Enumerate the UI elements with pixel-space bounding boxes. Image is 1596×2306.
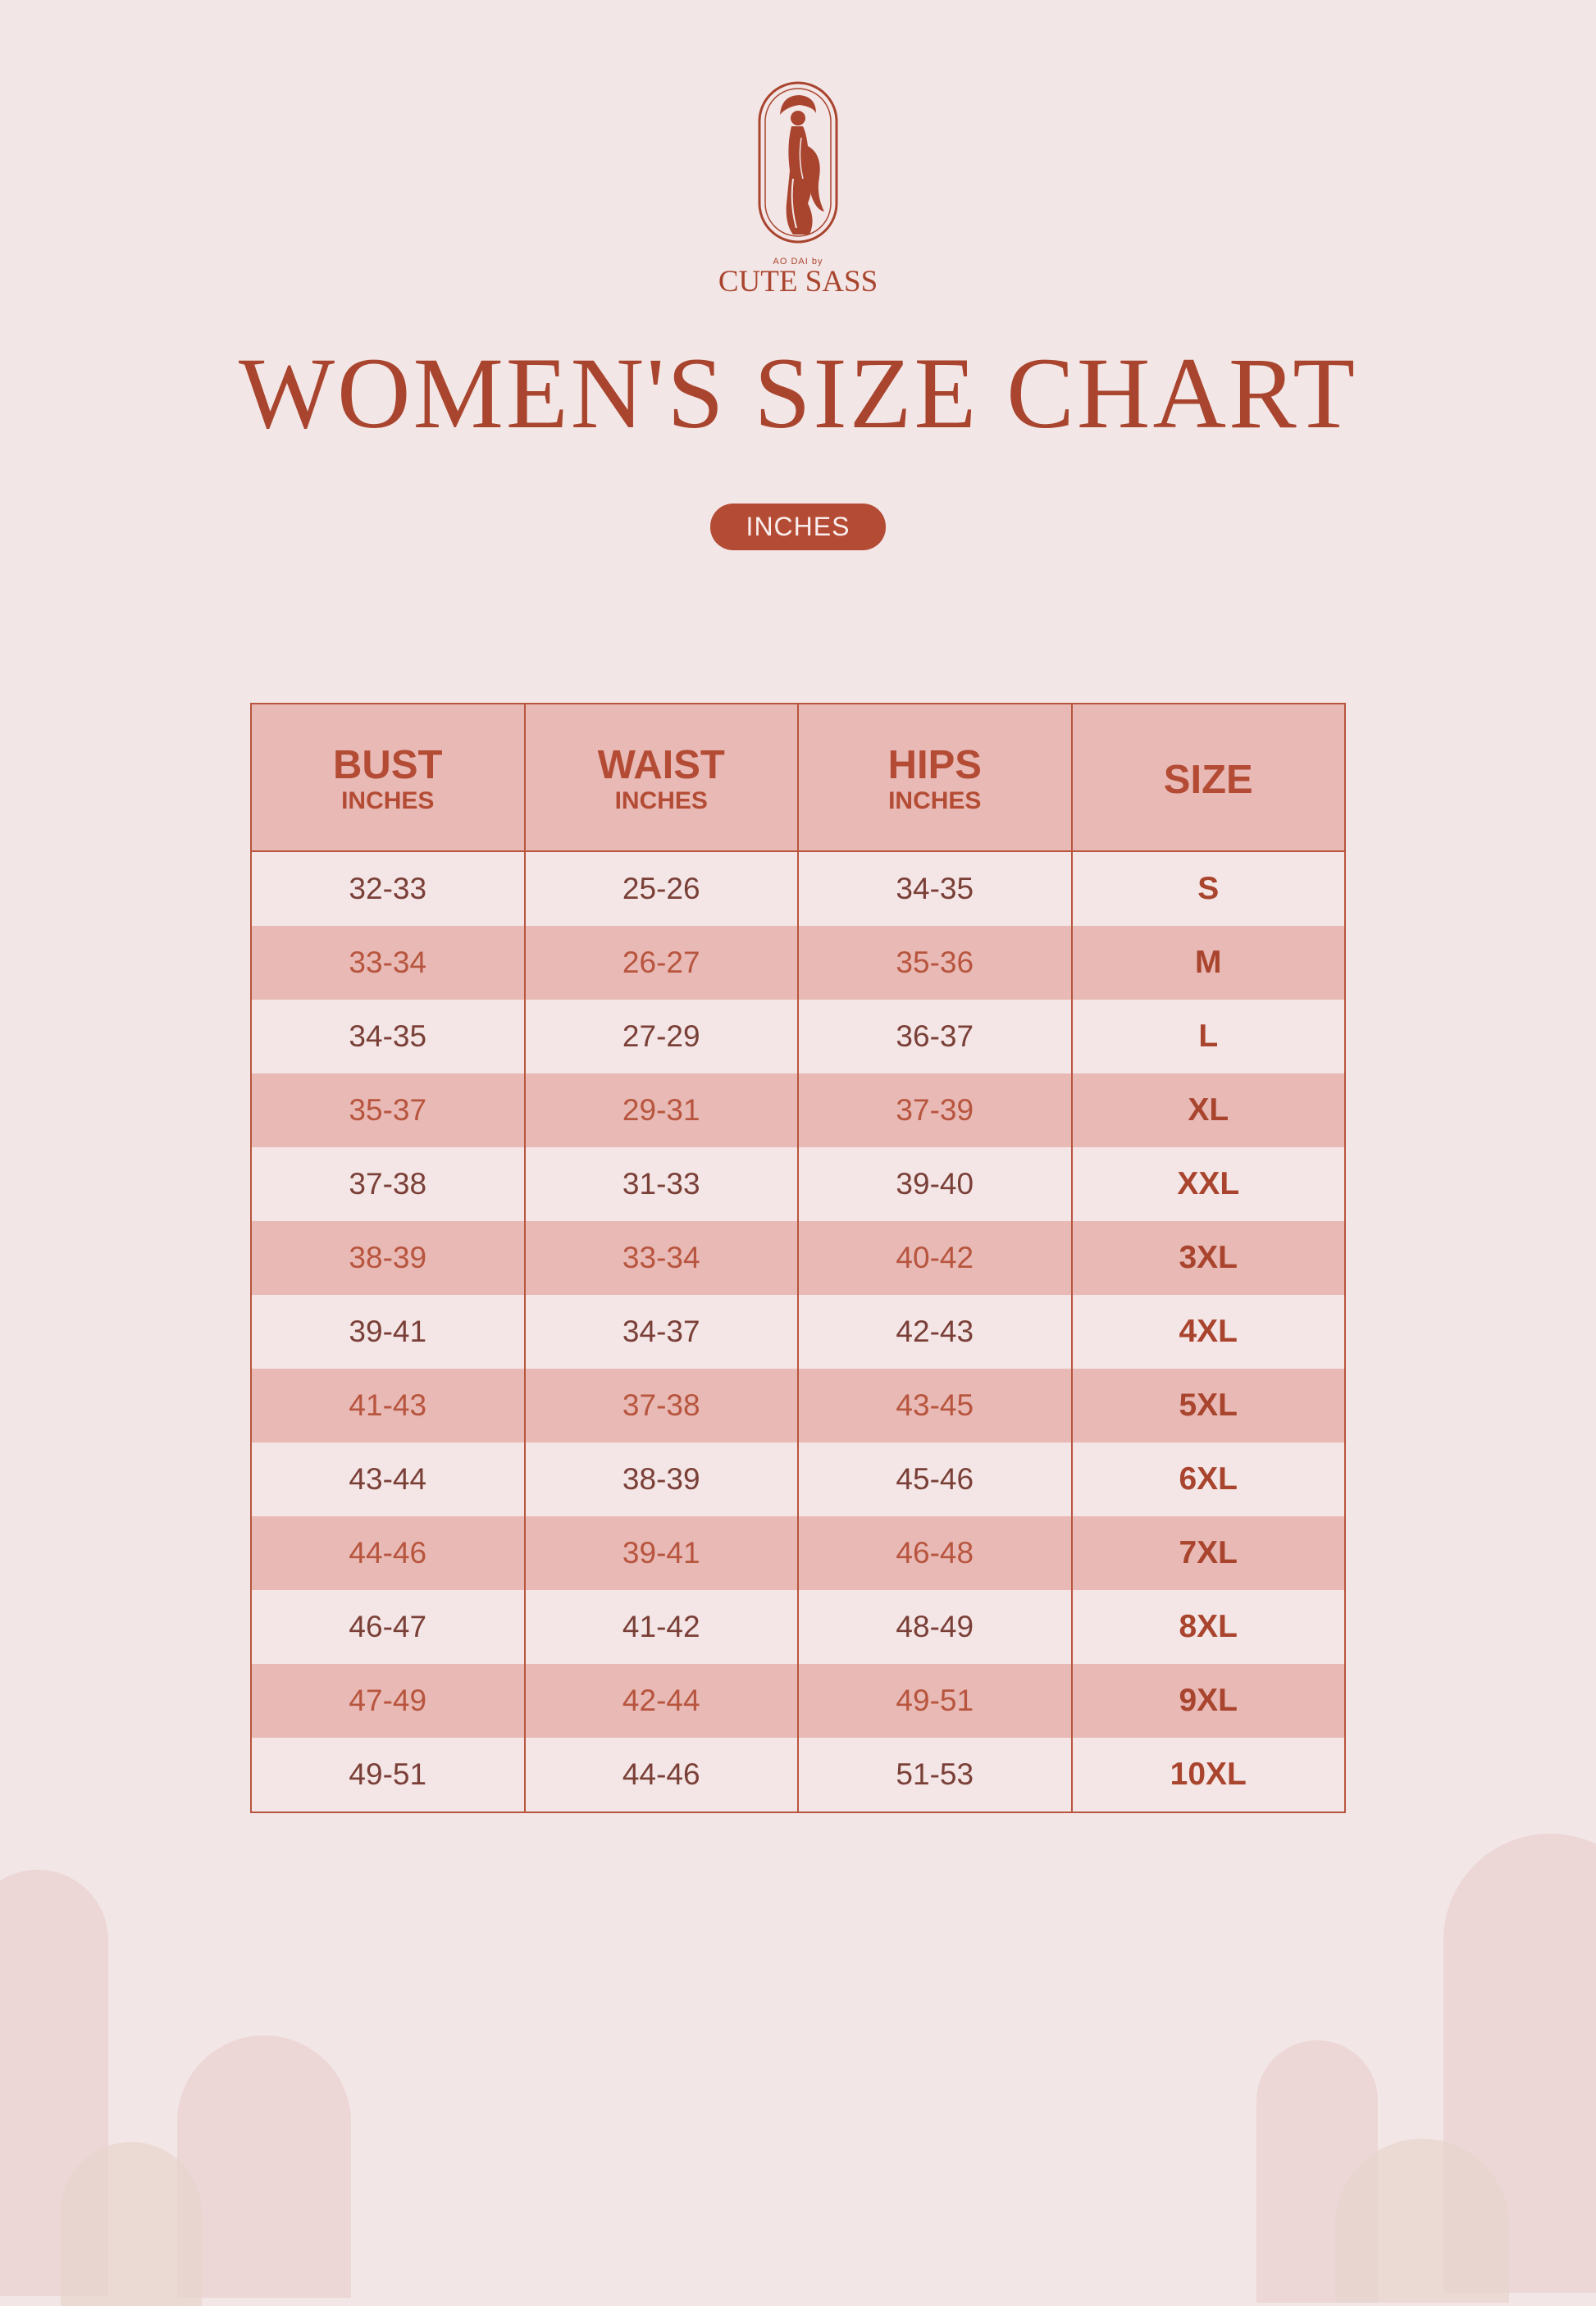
table-row: 43-44 38-39 45-46 6XL <box>250 1442 1346 1516</box>
waist-cell: 26-27 <box>523 926 799 1000</box>
hips-cell: 42-43 <box>797 1295 1073 1369</box>
hips-cell: 39-40 <box>797 1147 1073 1221</box>
bust-cell: 39-41 <box>250 1295 526 1369</box>
size-cell: S <box>1070 851 1346 926</box>
bust-cell: 34-35 <box>250 1000 526 1073</box>
header-label: BUST <box>333 743 443 787</box>
brand-logo-icon <box>757 80 839 244</box>
size-cell: 3XL <box>1070 1221 1346 1295</box>
header-label: HIPS <box>887 743 982 787</box>
waist-cell: 33-34 <box>523 1221 799 1295</box>
size-cell: 5XL <box>1070 1369 1346 1442</box>
header-label: WAIST <box>597 743 725 787</box>
size-cell: 10XL <box>1070 1738 1346 1812</box>
size-cell: 8XL <box>1070 1590 1346 1664</box>
size-cell: M <box>1070 926 1346 1000</box>
background-arch-decoration <box>61 2142 202 2306</box>
background-arch-decoration <box>1335 2139 1509 2303</box>
bust-cell: 47-49 <box>250 1664 526 1738</box>
table-row: 47-49 42-44 49-51 9XL <box>250 1664 1346 1738</box>
header-size: SIZE <box>1070 704 1346 852</box>
brand-tagline: AO DAI by <box>773 257 823 267</box>
waist-cell: 37-38 <box>523 1369 799 1442</box>
hips-cell: 34-35 <box>797 851 1073 926</box>
waist-cell: 42-44 <box>523 1664 799 1738</box>
table-header-row: BUST INCHES WAIST INCHES HIPS INCHES SIZ… <box>250 704 1346 852</box>
hips-cell: 43-45 <box>797 1369 1073 1442</box>
hips-cell: 48-49 <box>797 1590 1073 1664</box>
page-title: WOMEN'S SIZE CHART <box>239 337 1357 449</box>
bust-cell: 41-43 <box>250 1369 526 1442</box>
bust-cell: 32-33 <box>250 851 526 926</box>
size-cell: 6XL <box>1070 1442 1346 1516</box>
table-row: 32-33 25-26 34-35 S <box>250 851 1346 926</box>
hips-cell: 36-37 <box>797 1000 1073 1073</box>
table-row: 49-51 44-46 51-53 10XL <box>250 1738 1346 1812</box>
size-cell: XL <box>1070 1073 1346 1147</box>
waist-cell: 44-46 <box>523 1738 799 1812</box>
bust-cell: 33-34 <box>250 926 526 1000</box>
bust-cell: 43-44 <box>250 1442 526 1516</box>
table-row: 33-34 26-27 35-36 M <box>250 926 1346 1000</box>
hips-cell: 46-48 <box>797 1516 1073 1590</box>
waist-cell: 39-41 <box>523 1516 799 1590</box>
header-bust: BUST INCHES <box>250 704 526 852</box>
bust-cell: 44-46 <box>250 1516 526 1590</box>
header-label: SIZE <box>1163 758 1253 802</box>
bust-cell: 37-38 <box>250 1147 526 1221</box>
waist-cell: 29-31 <box>523 1073 799 1147</box>
waist-cell: 25-26 <box>523 851 799 926</box>
table-row: 37-38 31-33 39-40 XXL <box>250 1147 1346 1221</box>
unit-badge: INCHES <box>710 504 886 550</box>
size-chart-table: BUST INCHES WAIST INCHES HIPS INCHES SIZ… <box>250 703 1346 1813</box>
header-waist: WAIST INCHES <box>523 704 799 852</box>
hips-cell: 35-36 <box>797 926 1073 1000</box>
table-row: 46-47 41-42 48-49 8XL <box>250 1590 1346 1664</box>
waist-cell: 31-33 <box>523 1147 799 1221</box>
hips-cell: 49-51 <box>797 1664 1073 1738</box>
waist-cell: 27-29 <box>523 1000 799 1073</box>
header-unit: INCHES <box>614 787 708 814</box>
waist-cell: 38-39 <box>523 1442 799 1516</box>
waist-cell: 41-42 <box>523 1590 799 1664</box>
header-hips: HIPS INCHES <box>797 704 1073 852</box>
hips-cell: 40-42 <box>797 1221 1073 1295</box>
bust-cell: 35-37 <box>250 1073 526 1147</box>
size-cell: 7XL <box>1070 1516 1346 1590</box>
table-row: 34-35 27-29 36-37 L <box>250 1000 1346 1073</box>
table-row: 39-41 34-37 42-43 4XL <box>250 1295 1346 1369</box>
hips-cell: 37-39 <box>797 1073 1073 1147</box>
table-row: 38-39 33-34 40-42 3XL <box>250 1221 1346 1295</box>
table-row: 35-37 29-31 37-39 XL <box>250 1073 1346 1147</box>
hips-cell: 51-53 <box>797 1738 1073 1812</box>
table-row: 44-46 39-41 46-48 7XL <box>250 1516 1346 1590</box>
bust-cell: 38-39 <box>250 1221 526 1295</box>
header-unit: INCHES <box>888 787 982 814</box>
bust-cell: 46-47 <box>250 1590 526 1664</box>
bust-cell: 49-51 <box>250 1738 526 1812</box>
header-unit: INCHES <box>341 787 435 814</box>
background-arch-decoration <box>177 2035 351 2298</box>
brand-name: CUTE SASS <box>718 265 878 299</box>
size-cell: L <box>1070 1000 1346 1073</box>
hips-cell: 45-46 <box>797 1442 1073 1516</box>
size-cell: 9XL <box>1070 1664 1346 1738</box>
table-row: 41-43 37-38 43-45 5XL <box>250 1369 1346 1442</box>
size-cell: 4XL <box>1070 1295 1346 1369</box>
waist-cell: 34-37 <box>523 1295 799 1369</box>
size-cell: XXL <box>1070 1147 1346 1221</box>
